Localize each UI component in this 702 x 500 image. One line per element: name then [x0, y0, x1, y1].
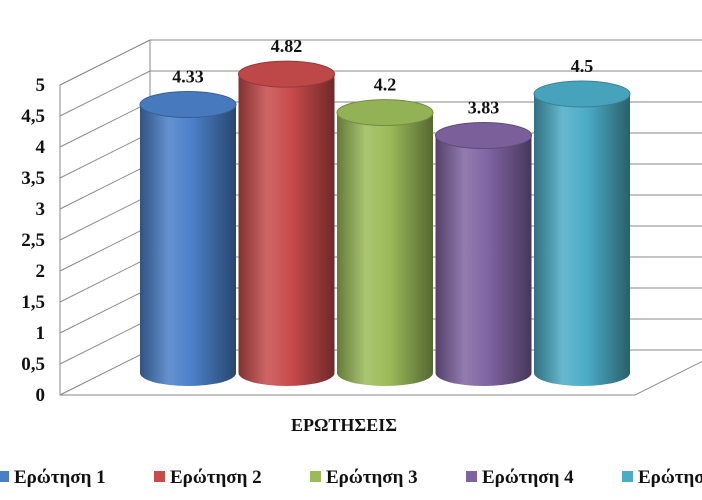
y-tick-label: 1,5 [21, 292, 45, 313]
gridline-side [59, 287, 151, 334]
data-labels: 4.33 4.82 4.2 3.83 4.5 [172, 36, 593, 117]
gridline-side [59, 70, 151, 117]
data-label: 4.5 [571, 56, 594, 76]
x-axis-title: ΕΡΩΤΗΣΕΙΣ [291, 415, 397, 435]
bar [238, 60, 335, 386]
data-label: 3.83 [468, 98, 500, 118]
bar-body [534, 94, 630, 386]
legend-label: Ερώτηση 5 [638, 467, 702, 488]
y-tick-label: 0 [36, 385, 46, 406]
legend-item: Ερώτηση 2 [154, 467, 262, 488]
legend-item: Ερώτηση 5 [622, 467, 702, 488]
gridline-side [59, 256, 151, 303]
y-tick-label: 2,5 [21, 230, 45, 251]
y-tick-label: 0,5 [21, 354, 45, 375]
legend-item: Ερώτηση 3 [310, 467, 418, 488]
bar-top [139, 91, 237, 119]
legend-item: Ερώτηση 4 [466, 467, 574, 488]
y-tick-label: 4,5 [21, 106, 45, 127]
gridline-side [59, 163, 151, 210]
bar-top [336, 99, 434, 127]
data-label: 4.2 [374, 75, 397, 95]
bar [336, 99, 434, 386]
bar-body [337, 112, 433, 386]
legend-swatch [0, 471, 9, 482]
bars [139, 60, 631, 386]
legend-label: Ερώτηση 4 [482, 467, 574, 488]
gridline-side [59, 101, 151, 148]
y-tick-label: 1 [36, 323, 46, 344]
bar-body [140, 104, 236, 386]
bar-top [435, 122, 532, 150]
legend-swatch [466, 471, 477, 482]
data-label: 4.33 [172, 67, 204, 87]
y-tick-label: 3 [36, 199, 46, 220]
y-tick-label: 4 [36, 137, 46, 158]
legend-label: Ερώτηση 1 [14, 467, 106, 488]
gridline-side [59, 132, 151, 179]
data-label: 4.82 [271, 36, 303, 56]
bar-top [238, 60, 335, 88]
bar [139, 91, 237, 386]
y-tick-label: 5 [36, 75, 46, 96]
legend-swatch [154, 471, 165, 482]
legend-label: Ερώτηση 2 [170, 467, 262, 488]
gridline-side [59, 318, 151, 365]
y-axis-ticks: 0 0,5 1 1,5 2 2,5 3 3,5 4 4,5 5 [21, 75, 45, 406]
y-tick-label: 3,5 [21, 168, 45, 189]
bar-body [238, 74, 335, 386]
legend-swatch [310, 471, 321, 482]
legend-item: Ερώτηση 1 [0, 467, 106, 488]
y-tick-label: 2 [36, 261, 46, 282]
gridline-side [59, 194, 151, 241]
bar-top [533, 80, 631, 108]
bar-body [435, 135, 532, 386]
bar [435, 122, 532, 386]
legend: Ερώτηση 1 Ερώτηση 2 Ερώτηση 3 Ερώτηση 4 Ερώτ… [0, 467, 702, 488]
gridline-side [59, 225, 151, 272]
bar [533, 80, 631, 386]
legend-swatch [622, 471, 633, 482]
gridline-side [59, 39, 151, 86]
legend-label: Ερώτηση 3 [326, 467, 418, 488]
